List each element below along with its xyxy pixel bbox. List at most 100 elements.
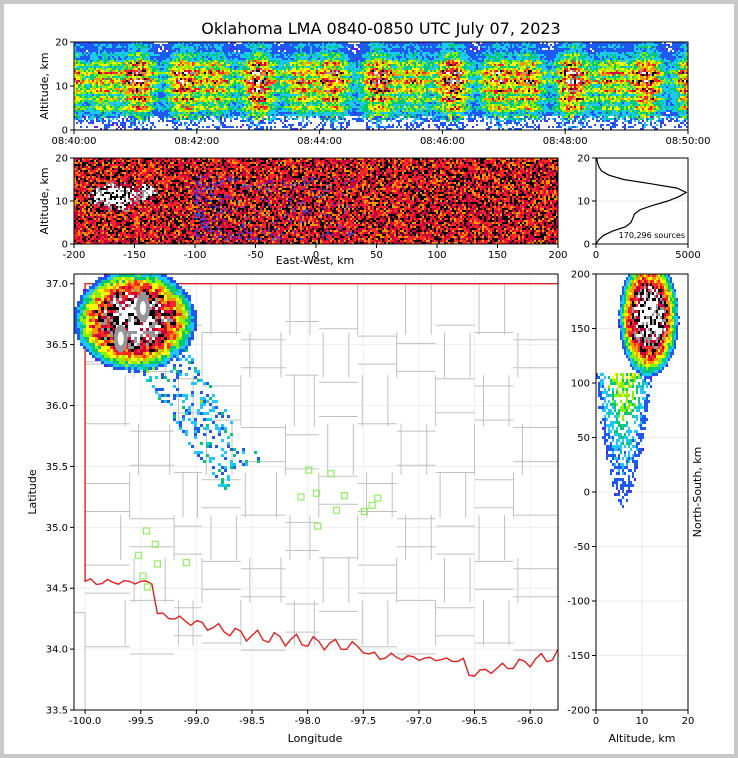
density-cell [262,108,264,110]
density-cell [314,106,316,108]
density-cell [276,74,278,76]
density-cell [238,52,240,54]
density-cell [112,70,114,72]
density-cell [94,72,96,74]
density-cell [234,54,236,56]
density-cell [212,70,214,72]
density-cell [98,92,100,94]
density-cell [74,114,76,116]
density-cell [156,88,158,90]
density-cell [258,54,260,56]
density-cell [190,72,192,74]
density-cell [220,94,222,96]
density-cell [200,84,202,86]
density-cell [88,42,90,44]
density-cell [134,106,136,108]
density-cell [300,124,302,126]
density-cell [272,82,274,84]
density-cell [312,86,314,88]
density-cell [258,100,260,102]
density-cell [168,46,170,48]
density-cell [242,106,244,108]
density-cell [304,76,306,78]
density-cell [290,106,292,108]
density-cell [168,104,170,106]
density-cell [218,98,220,100]
density-cell [190,62,192,64]
density-cell [222,74,224,76]
density-cell [294,66,296,68]
density-cell [270,78,272,80]
density-cell [256,90,258,92]
density-cell [208,74,210,76]
density-cell [80,110,82,112]
density-cell [274,114,276,116]
density-cell [136,108,138,110]
density-cell [154,50,156,52]
density-cell [320,114,322,116]
density-cell [88,122,90,124]
density-cell [274,96,276,98]
density-cell [118,74,120,76]
density-cell [164,116,166,118]
density-cell [88,86,90,88]
density-cell [210,42,212,44]
density-cell [122,124,124,126]
density-cell [150,98,152,100]
density-cell [186,96,188,98]
density-cell [204,78,206,80]
density-cell [94,62,96,64]
density-cell [214,86,216,88]
density-cell [134,82,136,84]
density-cell [168,66,170,68]
density-cell [86,76,88,78]
density-cell [232,114,234,116]
density-cell [88,44,90,46]
density-cell [222,84,224,86]
density-cell [80,56,82,58]
density-cell [226,46,228,48]
density-cell [84,48,86,50]
density-cell [294,84,296,86]
density-cell [220,110,222,112]
density-cell [202,48,204,50]
density-cell [80,122,82,124]
density-cell [140,86,142,88]
density-cell [180,114,182,116]
density-cell [76,64,78,66]
density-cell [76,56,78,58]
density-cell [280,118,282,120]
density-cell [164,78,166,80]
density-cell [116,124,118,126]
density-cell [104,52,106,54]
density-cell [212,108,214,110]
density-cell [280,104,282,106]
density-cell [196,110,198,112]
density-cell [152,48,154,50]
density-cell [188,46,190,48]
density-cell [306,76,308,78]
density-cell [114,64,116,66]
density-cell [208,78,210,80]
density-cell [178,76,180,78]
density-cell [108,82,110,84]
density-cell [286,62,288,64]
density-cell [288,42,290,44]
density-cell [212,94,214,96]
density-cell [270,100,272,102]
density-cell [316,56,318,58]
density-cell [120,68,122,70]
density-cell [204,60,206,62]
density-cell [262,46,264,48]
density-cell [172,80,174,82]
density-cell [90,120,92,122]
density-cell [144,92,146,94]
density-cell [298,106,300,108]
density-cell [288,48,290,50]
density-cell [266,72,268,74]
density-cell [82,104,84,106]
density-cell [248,48,250,50]
density-cell [162,66,164,68]
density-cell [198,106,200,108]
density-cell [186,116,188,118]
